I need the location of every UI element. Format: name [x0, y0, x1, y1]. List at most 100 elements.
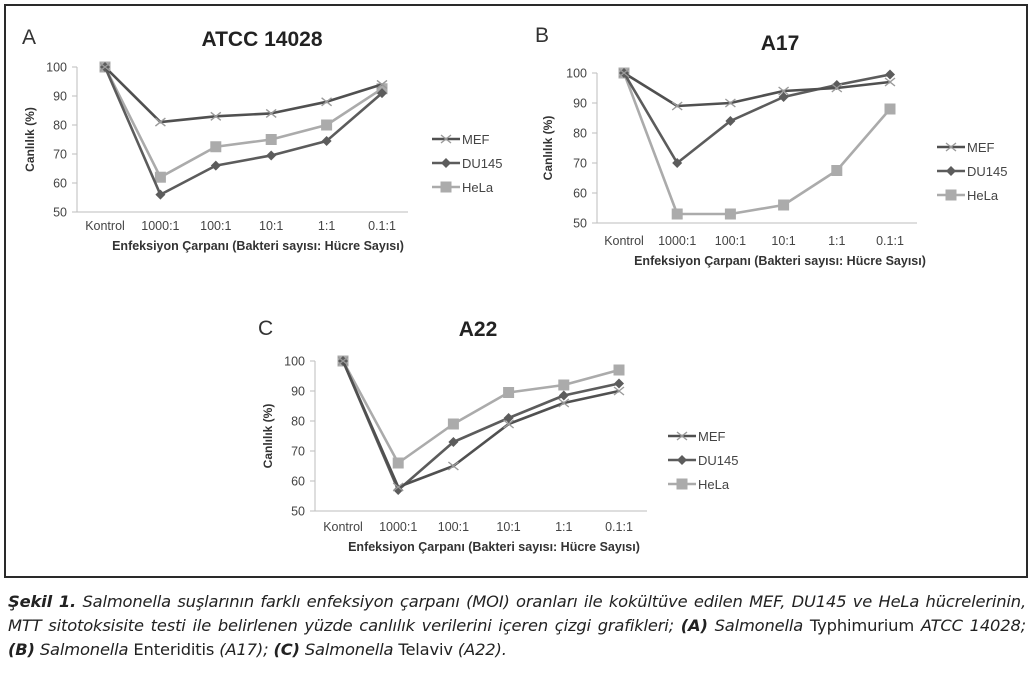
figure-charts: A ATCC 14028 50 60 70 80 90 100 Kontrol 1000:1 100… [22, 24, 1007, 554]
y-tick-label: 50 [573, 217, 587, 231]
data-point-mef [321, 97, 333, 107]
series-line-mef [341, 360, 620, 489]
legend-label: MEF [967, 140, 995, 155]
x-tick-label: Kontrol [323, 520, 363, 534]
data-point-mef [558, 398, 570, 408]
caption-genus-b: Salmonella [34, 640, 129, 659]
data-point-hela [392, 457, 404, 469]
data-point-mef [447, 461, 459, 471]
y-tick-label: 70 [291, 445, 305, 459]
data-point-hela [884, 103, 896, 115]
legend-marker [945, 189, 957, 201]
x-tick-label: 0.1:1 [605, 520, 633, 534]
data-point-hela [778, 199, 790, 211]
legend-marker [676, 478, 688, 490]
data-point-du145 [377, 88, 387, 99]
data-point-du145 [448, 437, 459, 447]
data-point-mef [154, 117, 166, 127]
y-tick-label: 60 [573, 187, 587, 201]
data-point-mef [671, 101, 683, 111]
series-du145 [338, 356, 624, 495]
y-tick-label: 80 [53, 119, 67, 133]
y-axis-label: Canlılık (%) [23, 107, 37, 172]
series-hela [618, 67, 896, 220]
caption-label: Şekil 1. [8, 592, 77, 611]
data-point-du145 [321, 135, 332, 146]
data-point-hela [724, 208, 736, 220]
data-point-du145 [614, 378, 624, 389]
y-tick-label: 50 [53, 206, 67, 220]
x-tick-label: 100:1 [438, 520, 469, 534]
data-point-hela [671, 208, 683, 220]
legend-item-hela: HeLa [668, 477, 730, 492]
x-tick-label: Kontrol [85, 219, 125, 233]
panel-letter: C [258, 317, 273, 340]
legend-label: DU145 [698, 453, 738, 468]
legend-label: MEF [698, 429, 726, 444]
data-point-mef [265, 108, 277, 118]
legend-item-hela: HeLa [937, 188, 999, 203]
legend-label: HeLa [698, 477, 730, 492]
y-tick-label: 60 [291, 475, 305, 489]
data-point-hela [447, 418, 459, 430]
x-tick-label: Kontrol [604, 234, 644, 248]
data-point-mef [884, 77, 896, 87]
y-tick-label: 80 [291, 415, 305, 429]
caption-species-a: Typhimurium [803, 616, 915, 635]
x-tick-label: 10:1 [496, 520, 520, 534]
chart-title: A17 [761, 32, 800, 55]
figure-frame [4, 4, 1028, 578]
legend-item-mef: MEF [668, 429, 726, 444]
y-axis-label: Canlılık (%) [541, 116, 555, 181]
legend-label: MEF [462, 132, 490, 147]
caption-strain-b: (A17); [214, 640, 274, 659]
caption-strain-a: ATCC 14028; [914, 616, 1027, 635]
data-point-du145 [778, 92, 789, 102]
legend-item-mef: MEF [937, 140, 995, 155]
chart-panel-a: A ATCC 14028 50 60 70 80 90 100 Kontrol 1000:1 100… [22, 26, 502, 253]
legend: MEF DU145 HeLa [668, 429, 738, 492]
x-tick-label: 1:1 [555, 520, 572, 534]
y-tick-label: 90 [53, 90, 67, 104]
panel-letter: B [535, 24, 549, 47]
legend-label: DU145 [967, 164, 1007, 179]
x-tick-label: 10:1 [771, 234, 795, 248]
x-tick-label: 1000:1 [379, 520, 417, 534]
data-point-mef [376, 79, 388, 89]
caption-species-c: Telaviv [393, 640, 453, 659]
y-tick-label: 70 [53, 148, 67, 162]
data-point-mef [724, 98, 736, 108]
series-line-hela [622, 72, 891, 216]
y-tick-label: 50 [291, 505, 305, 519]
data-point-du145 [558, 390, 569, 401]
series-mef [337, 356, 625, 492]
data-point-hela [265, 134, 277, 145]
data-point-mef [618, 68, 630, 78]
y-tick-label: 60 [53, 177, 67, 191]
chart-title: A22 [459, 318, 498, 341]
y-tick-label: 100 [566, 67, 587, 81]
x-axis-label: Enfeksiyon Çarpanı (Bakteri sayısı: Hücr… [348, 540, 640, 554]
y-tick-label: 80 [573, 127, 587, 141]
figure-caption: Şekil 1. Salmonella suşlarının farklı en… [8, 590, 1026, 662]
chart-title: ATCC 14028 [202, 28, 323, 51]
caption-genus-c: Salmonella [299, 640, 394, 659]
x-tick-label: 1:1 [828, 234, 845, 248]
data-point-du145 [885, 69, 895, 80]
caption-genus-a: Salmonella [707, 616, 804, 635]
data-point-mef [778, 86, 790, 96]
data-point-hela [154, 171, 166, 183]
data-point-du145 [266, 150, 277, 161]
data-point-mef [503, 419, 515, 429]
x-tick-label: 1:1 [318, 219, 335, 233]
chart-panel-c: C A22 50 60 70 80 90 100 Kontrol 1000:1 100:1 10:1 1… [258, 317, 738, 554]
legend-label: HeLa [967, 188, 999, 203]
legend-marker [441, 158, 451, 168]
data-point-hela [613, 364, 625, 376]
legend-item-du145: DU145 [432, 156, 502, 171]
legend-marker [440, 181, 452, 193]
x-tick-label: 100:1 [200, 219, 231, 233]
data-point-mef [392, 482, 404, 492]
data-point-hela [321, 119, 333, 131]
legend-item-du145: DU145 [937, 164, 1007, 179]
